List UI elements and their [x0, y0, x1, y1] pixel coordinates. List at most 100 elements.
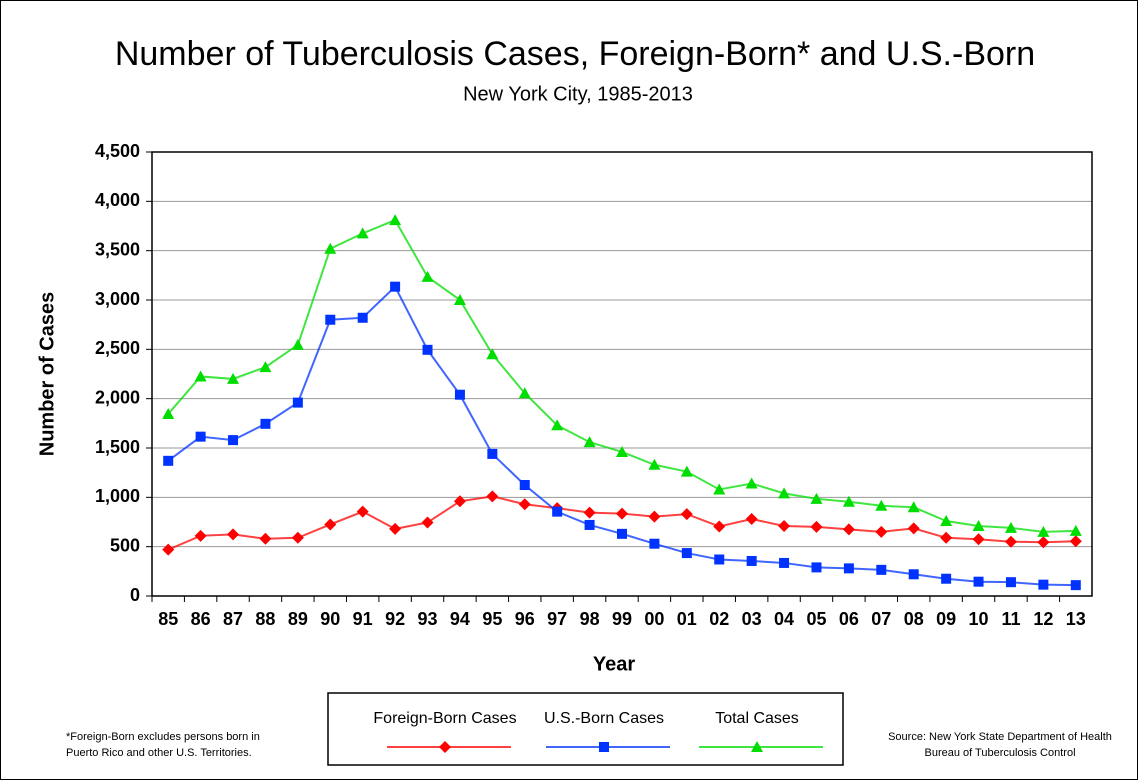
marker: [486, 348, 499, 360]
marker: [714, 554, 725, 565]
marker: [357, 312, 368, 323]
marker: [875, 499, 888, 511]
chart-title: Number of Tuberculosis Cases, Foreign-Bo…: [115, 35, 1035, 73]
source-line: Source: New York State Department of Hea…: [888, 731, 1112, 743]
x-tick-label: 04: [774, 609, 794, 629]
x-tick-label: 86: [191, 609, 211, 629]
marker: [843, 563, 854, 574]
marker: [745, 513, 758, 526]
marker: [713, 483, 726, 495]
marker: [486, 490, 499, 503]
x-tick-label: 12: [1033, 609, 1053, 629]
marker: [292, 397, 303, 408]
marker: [876, 564, 887, 575]
marker: [842, 495, 855, 507]
marker: [324, 518, 337, 531]
legend-label: Total Cases: [715, 710, 799, 727]
marker: [324, 242, 337, 254]
marker: [680, 508, 693, 521]
marker: [1038, 579, 1049, 590]
marker: [713, 520, 726, 533]
marker: [1069, 535, 1082, 548]
marker: [195, 431, 206, 442]
x-tick-label: 92: [385, 609, 405, 629]
marker: [421, 270, 434, 282]
x-tick-label: 06: [839, 609, 859, 629]
marker: [583, 436, 596, 448]
marker: [745, 477, 758, 489]
marker: [779, 557, 790, 568]
marker: [194, 370, 207, 382]
marker: [810, 492, 823, 504]
y-tick-label: 500: [110, 535, 140, 555]
marker: [227, 372, 240, 384]
marker: [228, 435, 239, 446]
marker: [778, 487, 791, 499]
x-tick-label: 89: [288, 609, 308, 629]
y-tick-label: 1,500: [95, 437, 140, 457]
x-tick-label: 02: [709, 609, 729, 629]
marker: [389, 214, 402, 226]
source: Source: New York State Department of Hea…: [888, 731, 1112, 759]
marker: [356, 227, 369, 239]
marker: [162, 543, 175, 556]
marker: [1037, 525, 1050, 537]
y-tick-label: 2,000: [95, 387, 140, 407]
marker: [584, 519, 595, 530]
x-tick-label: 88: [255, 609, 275, 629]
marker: [907, 522, 920, 535]
marker: [648, 458, 661, 470]
marker: [972, 533, 985, 546]
marker: [1037, 536, 1050, 549]
marker: [389, 522, 402, 535]
marker: [439, 741, 451, 753]
marker: [259, 532, 272, 545]
x-tick-label: 13: [1066, 609, 1086, 629]
marker: [356, 505, 369, 518]
x-tick-label: 98: [580, 609, 600, 629]
y-tick-label: 3,500: [95, 239, 140, 259]
y-tick-label: 2,500: [95, 338, 140, 358]
plot-border: [151, 151, 1093, 597]
x-tick-label: 01: [677, 609, 697, 629]
marker: [681, 548, 692, 559]
marker: [875, 525, 888, 538]
marker: [908, 569, 919, 580]
marker: [453, 495, 466, 508]
marker: [454, 389, 465, 400]
marker: [680, 465, 693, 477]
marker: [518, 387, 531, 399]
x-tick-label: 93: [418, 609, 438, 629]
marker: [552, 506, 563, 517]
footnote-line: Puerto Rico and other U.S. Territories.: [66, 747, 252, 759]
marker: [519, 480, 530, 490]
marker: [973, 576, 984, 587]
x-tick-label: 95: [482, 609, 502, 629]
x-tick-label: 94: [450, 609, 470, 629]
marker: [972, 519, 985, 531]
x-tick-label: 91: [353, 609, 373, 629]
chart-subtitle: New York City, 1985-2013: [463, 83, 693, 105]
marker: [260, 418, 271, 429]
marker: [811, 562, 822, 573]
marker: [163, 455, 174, 466]
marker: [940, 531, 953, 544]
marker: [487, 448, 498, 459]
x-tick-label: 07: [871, 609, 891, 629]
marker: [583, 506, 596, 519]
marker: [1004, 521, 1017, 533]
marker: [194, 529, 207, 542]
y-axis-label: Number of Cases: [36, 292, 58, 457]
y-tick-label: 1,000: [95, 486, 140, 506]
marker: [259, 361, 272, 373]
marker: [162, 407, 175, 419]
footnote: *Foreign-Born excludes persons born in Pu…: [66, 731, 260, 759]
legend-label: U.S.-Born Cases: [544, 710, 664, 727]
x-axis-label: Year: [593, 653, 635, 675]
legend-label: Foreign-Born Cases: [373, 710, 516, 727]
marker: [941, 573, 952, 584]
x-tick-label: 03: [742, 609, 762, 629]
marker: [325, 314, 336, 325]
x-tick-label: 09: [936, 609, 956, 629]
